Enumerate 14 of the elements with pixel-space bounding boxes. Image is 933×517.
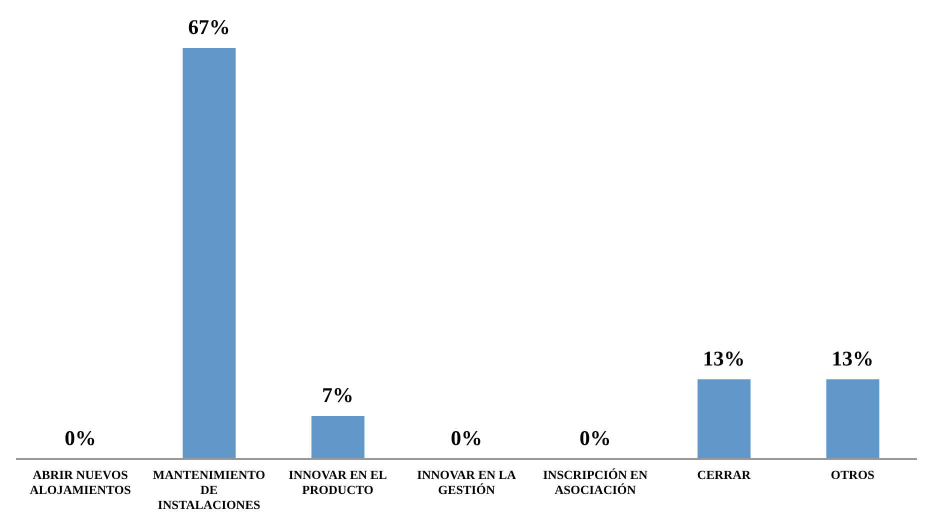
x-tick-label: MANTENIMIENTO DE INSTALACIONES — [152, 468, 266, 512]
data-label: 0% — [450, 426, 482, 450]
x-tick-label: INNOVAR EN LA GESTIÓN — [416, 468, 516, 497]
data-label: 13% — [832, 346, 874, 370]
x-tick-label: INNOVAR EN EL PRODUCTO — [288, 468, 387, 497]
data-label: 0% — [579, 426, 611, 450]
x-tick-label: ABRIR NUEVOS ALOJAMIENTOS — [30, 468, 131, 497]
x-tick-label: CERRAR — [697, 468, 752, 482]
data-label: 67% — [188, 15, 230, 39]
x-tick-label: INSCRIPCIÓN EN ASOCIACIÓN — [542, 468, 648, 497]
data-label: 13% — [702, 346, 745, 370]
data-label: 7% — [322, 383, 354, 408]
x-tick-label: OTROS — [830, 468, 875, 482]
data-label: 0% — [64, 426, 96, 450]
